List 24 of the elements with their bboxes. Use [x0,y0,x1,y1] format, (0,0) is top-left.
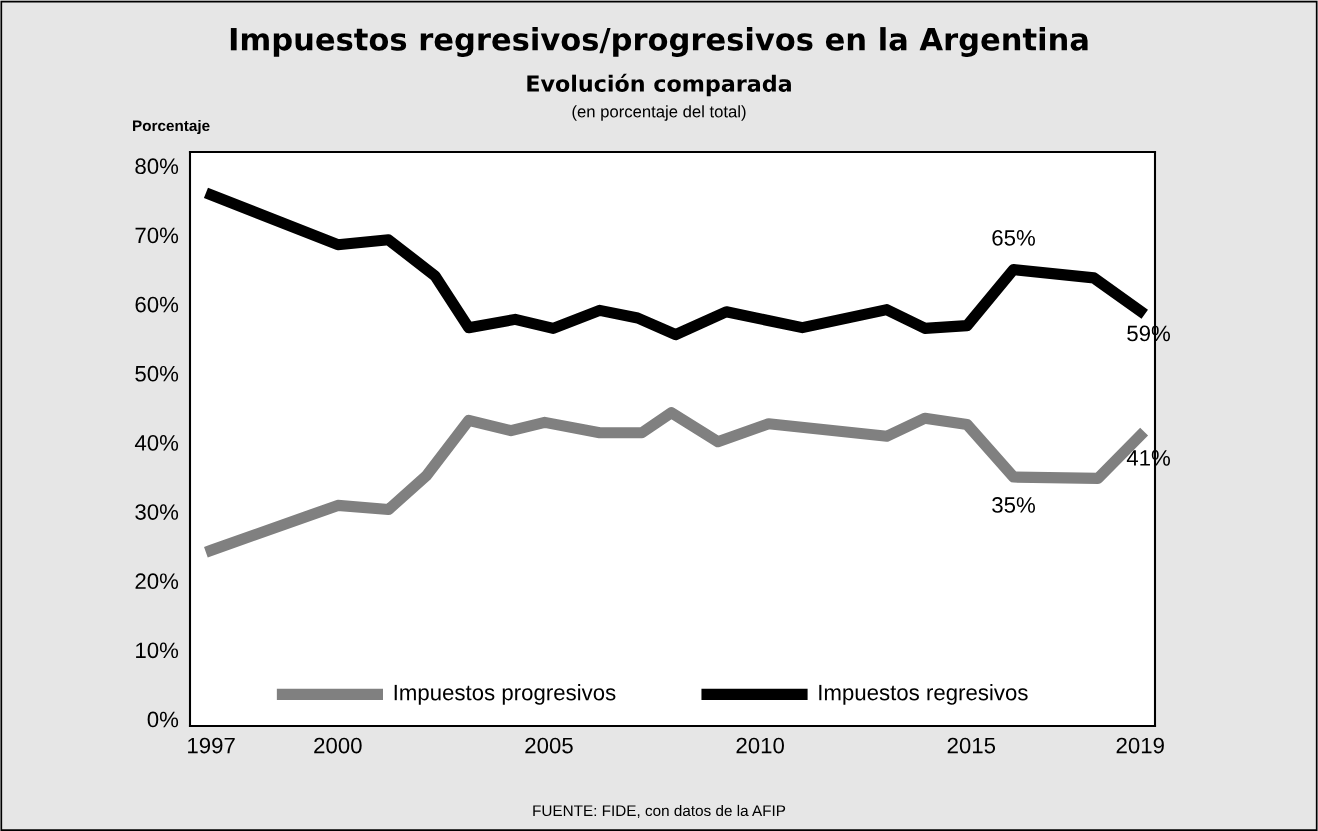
x-tick-label: 2005 [525,737,573,754]
data-label: 65% [992,229,1035,246]
source-note: FUENTE: FIDE, con datos de la AFIP [533,804,786,818]
x-tick-label: 1997 [188,737,235,754]
y-tick-label: 20% [135,573,179,590]
y-tick-label: 50% [135,365,179,382]
x-tick-label: 2000 [314,737,362,754]
y-tick-label: 70% [135,227,179,244]
x-tick-label: 2019 [1116,737,1164,754]
chart-subtitle: Evolución comparada [527,73,791,97]
legend-label: Impuestos regresivos [819,684,1028,705]
chart-title: Impuestos regresivos/progresivos en la Argentina [230,27,1088,57]
text: (en porcentaje del total) [572,105,746,121]
x-tick-label: 2015 [947,737,996,754]
y-tick-label: 10% [136,642,179,659]
y-tick-label: 0% [147,711,179,728]
legend-label: Impuestos progresivos [394,684,616,705]
y-tick-label: 30% [135,504,179,520]
data-label: 35% [992,497,1035,513]
x-tick-label: 2010 [736,737,784,754]
y-tick-label: 40% [134,434,179,451]
y-tick-label: 80% [135,158,179,175]
y-tick-label: 60% [135,296,179,313]
y-axis-title: Porcentaje [133,119,210,135]
